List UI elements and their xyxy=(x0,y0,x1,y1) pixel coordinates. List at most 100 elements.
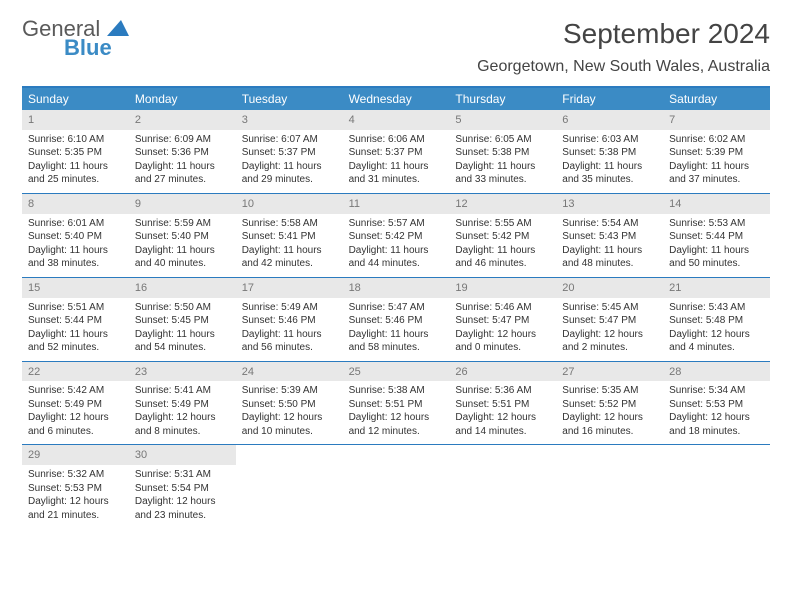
day-line: Sunset: 5:50 PM xyxy=(242,398,337,412)
day-number: 15 xyxy=(22,278,129,298)
day-details: Sunrise: 5:49 AMSunset: 5:46 PMDaylight:… xyxy=(236,298,343,361)
day-number: 13 xyxy=(556,194,663,214)
day-line: Sunrise: 5:51 AM xyxy=(28,301,123,315)
calendar-cell: 12Sunrise: 5:55 AMSunset: 5:42 PMDayligh… xyxy=(449,194,556,277)
calendar-cell: 22Sunrise: 5:42 AMSunset: 5:49 PMDayligh… xyxy=(22,362,129,445)
day-line: Daylight: 11 hours xyxy=(349,244,444,258)
day-line: Daylight: 12 hours xyxy=(28,411,123,425)
header: General Blue September 2024 Georgetown, … xyxy=(22,18,770,76)
day-line: Sunrise: 6:03 AM xyxy=(562,133,657,147)
day-number: 18 xyxy=(343,278,450,298)
day-details: Sunrise: 5:50 AMSunset: 5:45 PMDaylight:… xyxy=(129,298,236,361)
day-number: 7 xyxy=(663,110,770,130)
day-line: Sunset: 5:47 PM xyxy=(562,314,657,328)
day-line: and 25 minutes. xyxy=(28,173,123,187)
day-number: 3 xyxy=(236,110,343,130)
day-details: Sunrise: 6:01 AMSunset: 5:40 PMDaylight:… xyxy=(22,214,129,277)
day-line: Sunset: 5:47 PM xyxy=(455,314,550,328)
day-line: Daylight: 12 hours xyxy=(455,328,550,342)
calendar-cell: 18Sunrise: 5:47 AMSunset: 5:46 PMDayligh… xyxy=(343,278,450,361)
day-details: Sunrise: 5:43 AMSunset: 5:48 PMDaylight:… xyxy=(663,298,770,361)
day-number: 9 xyxy=(129,194,236,214)
day-line: Sunrise: 5:53 AM xyxy=(669,217,764,231)
day-line: and 8 minutes. xyxy=(135,425,230,439)
day-line: and 46 minutes. xyxy=(455,257,550,271)
day-line: Sunset: 5:38 PM xyxy=(455,146,550,160)
day-line: and 12 minutes. xyxy=(349,425,444,439)
calendar-cell: 21Sunrise: 5:43 AMSunset: 5:48 PMDayligh… xyxy=(663,278,770,361)
day-line: Sunrise: 5:49 AM xyxy=(242,301,337,315)
day-header-cell: Friday xyxy=(556,88,663,110)
day-details: Sunrise: 5:46 AMSunset: 5:47 PMDaylight:… xyxy=(449,298,556,361)
day-line: Sunset: 5:37 PM xyxy=(349,146,444,160)
day-number: 30 xyxy=(129,445,236,465)
day-details: Sunrise: 5:59 AMSunset: 5:40 PMDaylight:… xyxy=(129,214,236,277)
day-line: Sunset: 5:44 PM xyxy=(28,314,123,328)
day-line: Sunset: 5:54 PM xyxy=(135,482,230,496)
day-details: Sunrise: 5:55 AMSunset: 5:42 PMDaylight:… xyxy=(449,214,556,277)
day-line: Daylight: 12 hours xyxy=(455,411,550,425)
day-details: Sunrise: 6:05 AMSunset: 5:38 PMDaylight:… xyxy=(449,130,556,193)
day-line: Sunrise: 5:45 AM xyxy=(562,301,657,315)
day-line: Sunset: 5:49 PM xyxy=(28,398,123,412)
day-line: and 16 minutes. xyxy=(562,425,657,439)
week-row: 15 Sunrise: 5:51 AMSunset: 5:44 PM Dayligh… xyxy=(22,278,770,362)
calendar-cell: 29Sunrise: 5:32 AMSunset: 5:53 PMDayligh… xyxy=(22,445,129,528)
day-line: Daylight: 11 hours xyxy=(669,160,764,174)
day-number: 12 xyxy=(449,194,556,214)
calendar-cell: 26Sunrise: 5:36 AMSunset: 5:51 PMDayligh… xyxy=(449,362,556,445)
day-details: Sunrise: 5:41 AMSunset: 5:49 PMDaylight:… xyxy=(129,381,236,444)
calendar-cell-empty xyxy=(236,445,343,528)
day-line: Daylight: 11 hours xyxy=(349,160,444,174)
day-line: Sunrise: 5:41 AM xyxy=(135,384,230,398)
week-row: 1Sunrise: 6:10 AMSunset: 5:35 PMDaylight… xyxy=(22,110,770,194)
day-line: Sunset: 5:46 PM xyxy=(242,314,337,328)
day-line: Sunset: 5:41 PM xyxy=(242,230,337,244)
day-header-cell: Tuesday xyxy=(236,88,343,110)
calendar-cell: 27Sunrise: 5:35 AMSunset: 5:52 PMDayligh… xyxy=(556,362,663,445)
day-line: Sunrise: 6:02 AM xyxy=(669,133,764,147)
day-number: 11 xyxy=(343,194,450,214)
day-line: and 42 minutes. xyxy=(242,257,337,271)
day-line: Sunset: 5:53 PM xyxy=(669,398,764,412)
day-line: and 54 minutes. xyxy=(135,341,230,355)
calendar-cell: 25Sunrise: 5:38 AMSunset: 5:51 PMDayligh… xyxy=(343,362,450,445)
day-line: Sunrise: 5:34 AM xyxy=(669,384,764,398)
day-line: and 23 minutes. xyxy=(135,509,230,523)
day-line: and 40 minutes. xyxy=(135,257,230,271)
day-line: Sunset: 5:35 PM xyxy=(28,146,123,160)
day-line: Sunset: 5:46 PM xyxy=(349,314,444,328)
calendar-cell: 23Sunrise: 5:41 AMSunset: 5:49 PMDayligh… xyxy=(129,362,236,445)
day-line: Daylight: 11 hours xyxy=(135,328,230,342)
day-line: and 33 minutes. xyxy=(455,173,550,187)
day-line: and 38 minutes. xyxy=(28,257,123,271)
day-line: Sunrise: 6:05 AM xyxy=(455,133,550,147)
day-line: Daylight: 11 hours xyxy=(135,160,230,174)
day-line: and 44 minutes. xyxy=(349,257,444,271)
day-line: and 14 minutes. xyxy=(455,425,550,439)
day-number: 10 xyxy=(236,194,343,214)
day-line: Sunset: 5:44 PM xyxy=(669,230,764,244)
day-line: Daylight: 12 hours xyxy=(135,411,230,425)
day-line: Sunset: 5:40 PM xyxy=(135,230,230,244)
day-line: and 31 minutes. xyxy=(349,173,444,187)
page-title: September 2024 xyxy=(477,18,770,50)
day-line: Sunrise: 5:57 AM xyxy=(349,217,444,231)
day-line: Sunset: 5:53 PM xyxy=(28,482,123,496)
day-line: Daylight: 11 hours xyxy=(669,244,764,258)
day-line: Sunrise: 5:42 AM xyxy=(28,384,123,398)
calendar-cell-empty xyxy=(556,445,663,528)
day-line: Daylight: 11 hours xyxy=(135,244,230,258)
day-line: Sunrise: 5:47 AM xyxy=(349,301,444,315)
day-details: Sunrise: 5:38 AMSunset: 5:51 PMDaylight:… xyxy=(343,381,450,444)
day-line: Sunset: 5:51 PM xyxy=(455,398,550,412)
day-details: Sunrise: 5:39 AMSunset: 5:50 PMDaylight:… xyxy=(236,381,343,444)
day-number: 17 xyxy=(236,278,343,298)
day-line: Daylight: 12 hours xyxy=(669,328,764,342)
day-line: and 6 minutes. xyxy=(28,425,123,439)
day-number: 20 xyxy=(556,278,663,298)
day-line: Sunrise: 6:10 AM xyxy=(28,133,123,147)
calendar-cell: 11Sunrise: 5:57 AMSunset: 5:42 PMDayligh… xyxy=(343,194,450,277)
day-details: Sunrise: 5:35 AMSunset: 5:52 PMDaylight:… xyxy=(556,381,663,444)
day-line: Sunrise: 5:58 AM xyxy=(242,217,337,231)
